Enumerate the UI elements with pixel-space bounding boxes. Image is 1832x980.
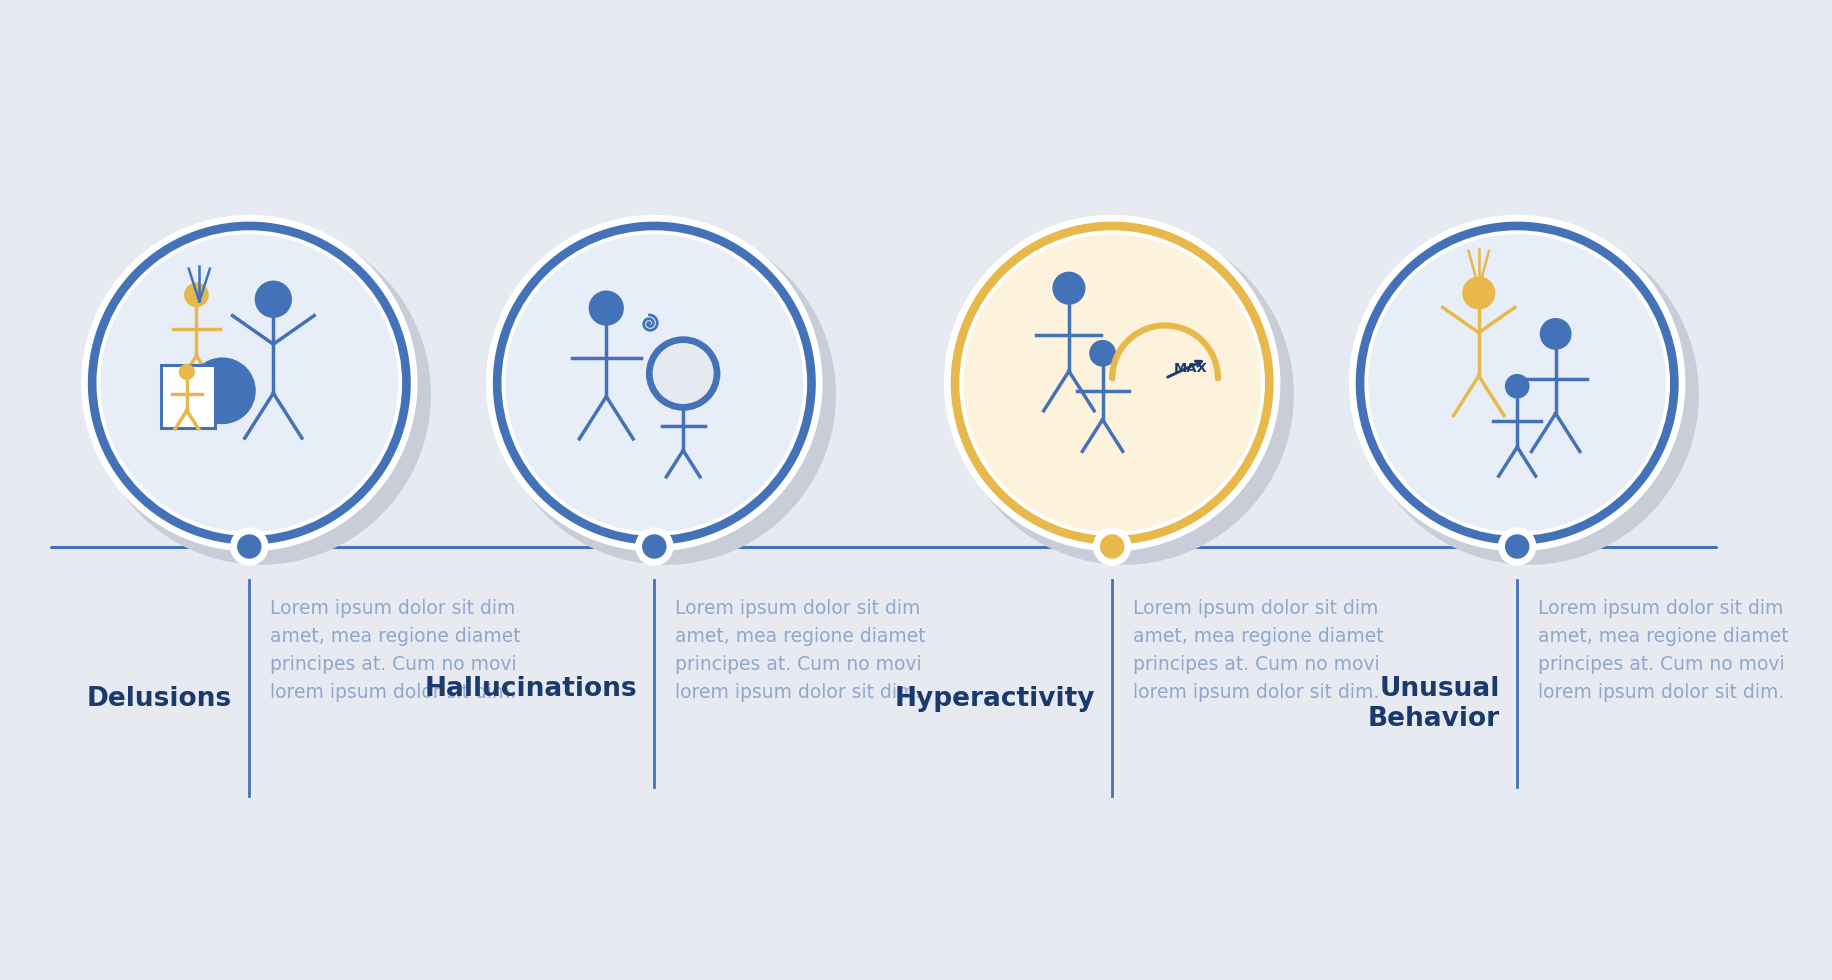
Circle shape — [97, 230, 403, 536]
Circle shape — [1053, 272, 1085, 304]
Circle shape — [943, 215, 1281, 552]
Circle shape — [1365, 230, 1671, 536]
Circle shape — [590, 291, 623, 325]
Circle shape — [954, 224, 1293, 564]
Circle shape — [1506, 374, 1530, 398]
Text: MAX: MAX — [1174, 362, 1207, 374]
Circle shape — [1356, 221, 1678, 545]
Circle shape — [964, 234, 1260, 532]
Circle shape — [191, 358, 255, 423]
Circle shape — [81, 215, 418, 552]
Circle shape — [502, 230, 808, 536]
Circle shape — [1464, 277, 1495, 309]
Circle shape — [672, 384, 694, 406]
Circle shape — [485, 215, 823, 552]
Circle shape — [493, 221, 815, 545]
Circle shape — [180, 365, 194, 379]
Circle shape — [92, 224, 431, 564]
Circle shape — [88, 221, 410, 545]
Circle shape — [951, 221, 1273, 545]
Circle shape — [185, 283, 209, 307]
Circle shape — [1369, 234, 1665, 532]
Circle shape — [496, 224, 835, 564]
Text: Hallucinations: Hallucinations — [425, 676, 638, 703]
Text: Hyperactivity: Hyperactivity — [894, 686, 1096, 711]
Circle shape — [636, 527, 674, 565]
Circle shape — [1506, 535, 1528, 558]
Circle shape — [506, 234, 802, 532]
Circle shape — [1348, 215, 1685, 552]
Text: Lorem ipsum dolor sit dim
amet, mea regione diamet
principes at. Cum no movi
lor: Lorem ipsum dolor sit dim amet, mea regi… — [1134, 600, 1383, 703]
Circle shape — [1499, 527, 1537, 565]
Text: Lorem ipsum dolor sit dim
amet, mea regione diamet
principes at. Cum no movi
lor: Lorem ipsum dolor sit dim amet, mea regi… — [676, 600, 927, 703]
Circle shape — [1090, 341, 1116, 366]
Circle shape — [101, 234, 398, 532]
FancyBboxPatch shape — [161, 365, 214, 428]
Text: Delusions: Delusions — [86, 686, 233, 711]
Circle shape — [238, 535, 260, 558]
Circle shape — [960, 230, 1266, 536]
Circle shape — [647, 337, 720, 410]
Circle shape — [1094, 527, 1132, 565]
Text: Lorem ipsum dolor sit dim
amet, mea regione diamet
principes at. Cum no movi
lor: Lorem ipsum dolor sit dim amet, mea regi… — [271, 600, 520, 703]
Circle shape — [231, 527, 269, 565]
Circle shape — [1101, 535, 1123, 558]
Circle shape — [1359, 224, 1698, 564]
Text: Lorem ipsum dolor sit dim
amet, mea regione diamet
principes at. Cum no movi
lor: Lorem ipsum dolor sit dim amet, mea regi… — [1539, 600, 1790, 703]
Circle shape — [255, 281, 291, 318]
Circle shape — [643, 535, 665, 558]
Circle shape — [1541, 318, 1570, 349]
Text: Unusual
Behavior: Unusual Behavior — [1369, 676, 1500, 732]
Circle shape — [654, 344, 713, 404]
